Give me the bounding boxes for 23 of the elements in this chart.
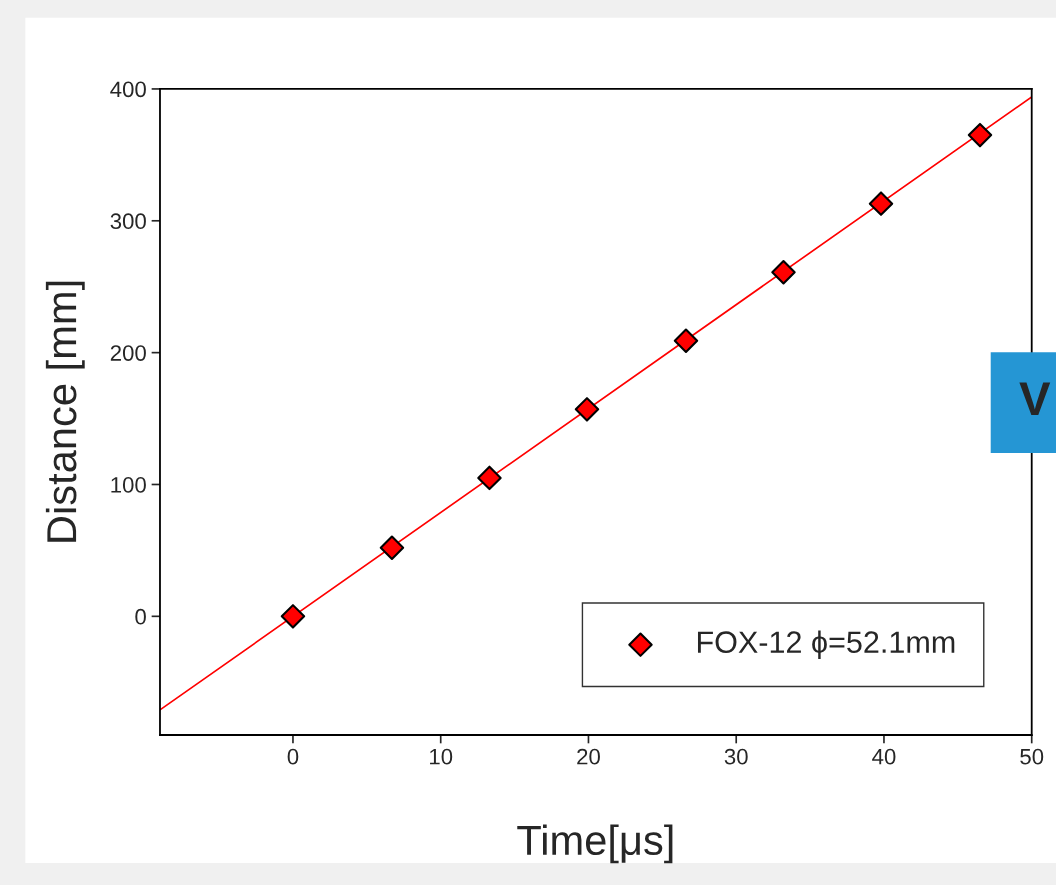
point [280, 604, 306, 629]
point [379, 535, 405, 561]
x-tick-label: 30 [724, 748, 748, 765]
x-tick-label: 20 [577, 748, 600, 765]
x-tick-label: 0 [287, 748, 299, 765]
point [771, 259, 796, 285]
y-tick-label: 200 [110, 345, 146, 361]
point [477, 465, 502, 491]
point [967, 122, 993, 148]
point [673, 328, 699, 354]
legend-label: FOX-12 ϕ=52.1mm [697, 630, 955, 660]
point [868, 191, 894, 216]
y-axis-title: Distance [mm] [45, 281, 85, 542]
y-tick-label: 0 [135, 608, 146, 625]
x-tick-label: 10 [430, 748, 453, 765]
y-tick-label: 100 [111, 477, 146, 493]
point [574, 397, 600, 422]
x-tick-label: 40 [872, 748, 896, 765]
annotation: V [1019, 382, 1051, 415]
x-tick-label: 50 [1020, 748, 1044, 765]
y-tick-label: 300 [110, 213, 146, 230]
x-axis-title: Time[μs] [517, 824, 673, 864]
y-tick-label: 400 [110, 81, 146, 98]
